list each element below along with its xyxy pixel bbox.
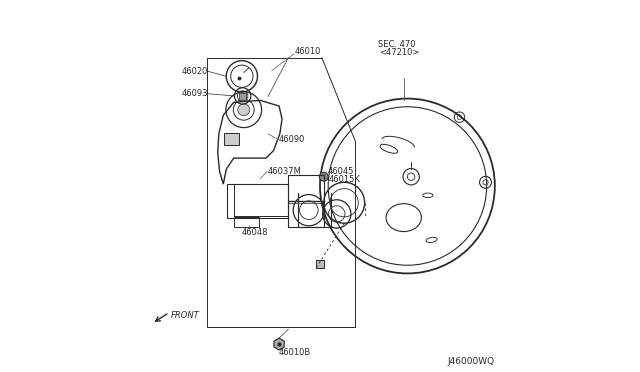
Text: <47210>: <47210>	[380, 48, 420, 57]
Text: 46010: 46010	[294, 47, 321, 56]
Text: 46037M: 46037M	[268, 167, 302, 176]
Text: 46020: 46020	[182, 67, 209, 76]
Bar	[225, 133, 239, 145]
Text: 46090: 46090	[279, 135, 305, 144]
Circle shape	[319, 172, 328, 181]
Bar	[239, 93, 246, 100]
Text: J46000WQ: J46000WQ	[448, 357, 495, 366]
Bar	[316, 260, 324, 268]
Text: SEC. 470: SEC. 470	[378, 40, 415, 49]
Text: 46045: 46045	[328, 167, 354, 176]
Bar	[234, 217, 259, 227]
Text: 46048: 46048	[242, 228, 268, 237]
Text: 46010B: 46010B	[279, 348, 311, 357]
Circle shape	[238, 104, 250, 116]
Text: 46015K: 46015K	[328, 175, 360, 184]
Text: 46093: 46093	[182, 89, 209, 98]
Bar	[227, 184, 289, 218]
Text: FRONT: FRONT	[170, 311, 199, 320]
